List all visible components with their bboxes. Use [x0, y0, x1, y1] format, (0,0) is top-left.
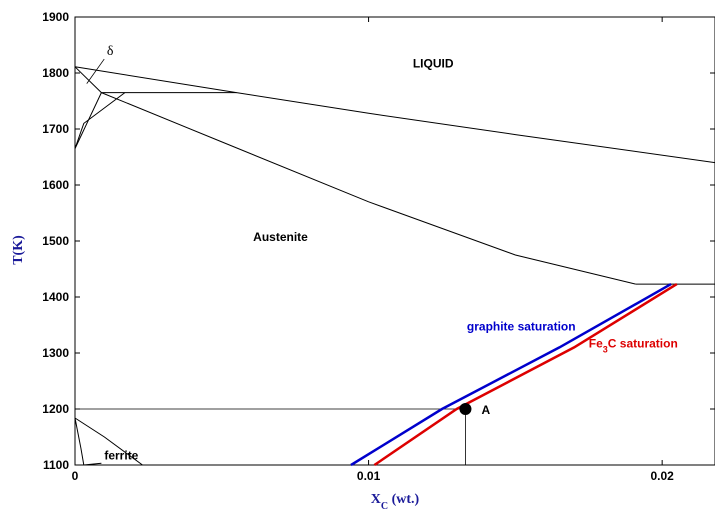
y-tick-label: 1100 — [43, 458, 69, 472]
boundary-ferrite-austenite-2 — [74, 417, 85, 466]
y-tick-label: 1800 — [42, 66, 69, 80]
marker-point-a — [459, 403, 472, 415]
boundary-solidus — [101, 92, 636, 285]
label-austenite: Austenite — [253, 230, 308, 244]
x-axis-title: XC (wt.) — [371, 492, 420, 511]
plot-frame — [74, 16, 715, 466]
y-tick-label: 1900 — [42, 10, 69, 24]
phase-boundaries — [74, 66, 715, 466]
label-graphite-saturation: graphite saturation — [467, 320, 576, 334]
marker-label-a: A — [481, 403, 490, 417]
y-tick-label: 1300 — [42, 346, 69, 360]
boundary-ferrite-small — [83, 462, 102, 466]
point-markers: A — [459, 403, 490, 417]
x-axis-title-sub: C — [381, 501, 388, 511]
label-fe3c-main: Fe — [589, 336, 603, 350]
y-tick-label: 1700 — [42, 122, 69, 136]
label-fe3c-sub: 3 — [603, 344, 608, 354]
label-liquid: LIQUID — [413, 56, 454, 70]
series-graphite-saturation — [350, 283, 672, 467]
y-tick-label: 1400 — [42, 290, 69, 304]
y-tick-label: 1600 — [42, 178, 69, 192]
x-tick-label: 0.02 — [650, 469, 674, 483]
x-axis-title-main: X — [371, 492, 381, 507]
delta-pointer — [86, 58, 105, 84]
boundary-ferrite-austenite-1 — [74, 417, 143, 466]
boundary-austenite-delta — [74, 92, 126, 149]
label-ferrite: ferrite — [104, 448, 138, 462]
x-tick-label: 0 — [72, 469, 79, 483]
label-delta: δ — [107, 44, 114, 59]
boundary-delta-liquid — [74, 66, 102, 93]
axis-ticks: 1100 1200 1300 1400 1500 1600 1700 1800 1900 0 0.0… — [42, 10, 715, 483]
y-axis-title: T(K) — [11, 235, 26, 265]
x-axis-title-suffix: (wt.) — [388, 492, 419, 507]
y-tick-label: 1500 — [42, 234, 69, 248]
y-tick-label: 1200 — [42, 402, 69, 416]
x-tick-label: 0.01 — [357, 469, 381, 483]
guide-lines — [75, 408, 466, 465]
saturation-lines — [350, 283, 678, 467]
label-fe3c-rest: C saturation — [608, 336, 678, 350]
chart-labels: LIQUID Austenite δ ferrite graphite saturati… — [86, 44, 678, 462]
label-fe3c-saturation: Fe3C saturation — [589, 336, 678, 354]
series-fe3c-saturation — [373, 283, 678, 467]
boundary-liquidus — [74, 66, 715, 164]
